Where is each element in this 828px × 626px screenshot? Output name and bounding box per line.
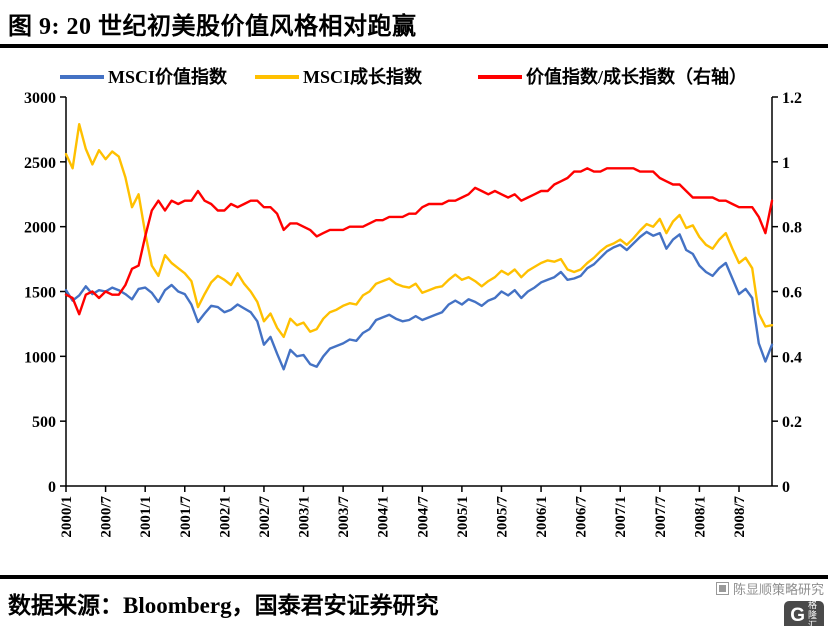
x-axis-tick-label: 2004/7: [415, 496, 431, 538]
right-axis-tick-label: 1.2: [782, 90, 802, 107]
msci-growth-index-line: [64, 122, 774, 339]
right-axis-tick-label: 0.4: [782, 349, 802, 366]
x-axis-tick-label: 2005/7: [494, 496, 510, 538]
x-axis-tick-label: 2002/1: [217, 496, 233, 538]
legend-label-value-growth-ratio: 价值指数/成长指数（右轴）: [526, 66, 747, 87]
watermark-text: 陈显顺策略研究: [732, 582, 824, 597]
left-axis-tick-label: 1500: [24, 285, 56, 302]
right-axis: 1.2 1 0.8 0.6 0.4 0.2 0: [772, 90, 802, 496]
left-axis-tick-label: 2500: [24, 155, 56, 172]
legend-label-msci-growth-index: MSCI成长指数: [303, 66, 423, 87]
right-axis-tick-label: 0: [782, 479, 790, 496]
value-growth-ratio-line: [64, 167, 774, 316]
legend: MSCI价值指数 MSCI成长指数 价值指数/成长指数（右轴）: [60, 66, 747, 87]
x-axis-tick-label: 2003/7: [336, 496, 352, 538]
x-axis-tick-label: 2002/7: [257, 496, 273, 538]
watermark-icon: [715, 582, 729, 595]
data-source-text: 数据来源：Bloomberg，国泰君安证券研究: [8, 593, 439, 618]
x-axis-tick-label: 2001/7: [178, 496, 194, 538]
right-axis-tick-label: 0.6: [782, 285, 802, 302]
logo-text: 格隆汇: [808, 600, 818, 626]
x-axis-tick-label: 2008/1: [692, 496, 708, 538]
figure-title: 图 9: 20 世纪初美股价值风格相对跑赢: [8, 14, 417, 40]
line-chart: MSCI价值指数 MSCI成长指数 价值指数/成长指数（右轴） 3000 2500 200…: [24, 66, 802, 538]
legend-item-msci-growth-index: MSCI成长指数: [255, 66, 423, 87]
left-axis-tick-label: 1000: [24, 349, 56, 366]
left-axis: 3000 2500 2000 1500 1000 500 0: [24, 90, 66, 496]
branding-block: 陈显顺策略研究 G 格隆汇: [715, 579, 824, 626]
gelonghui-logo: G 格隆汇: [784, 600, 824, 626]
watermark: 陈显顺策略研究: [715, 579, 824, 598]
x-axis-tick-label: 2000/1: [59, 496, 75, 538]
legend-item-msci-value-index: MSCI价值指数: [60, 66, 228, 87]
x-axis-tick-label: 2004/1: [376, 496, 392, 538]
x-axis-tick-label: 2001/1: [138, 496, 154, 538]
x-axis-tick-label: 2006/1: [534, 496, 550, 538]
legend-label-msci-value-index: MSCI价值指数: [108, 66, 228, 87]
left-axis-tick-label: 2000: [24, 220, 56, 237]
x-axis-tick-label: 2005/1: [455, 496, 471, 538]
left-axis-tick-label: 500: [32, 414, 56, 431]
left-axis-tick-label: 0: [48, 479, 56, 496]
x-axis-tick-label: 2003/1: [297, 496, 313, 538]
x-axis: 2000/1 2000/7 2001/1 2001/7 2002/1 2002/7 2003…: [59, 486, 748, 538]
logo-letter: G: [790, 605, 805, 626]
footer-divider: [0, 575, 828, 579]
axes: [65, 97, 773, 487]
watermark-icon-dot: [718, 585, 726, 592]
right-axis-tick-label: 0.2: [782, 414, 802, 431]
x-axis-tick-label: 2008/7: [732, 496, 748, 538]
msci-value-index-line: [64, 230, 774, 371]
left-axis-tick-label: 3000: [24, 90, 56, 107]
right-axis-tick-label: 0.8: [782, 220, 802, 237]
right-axis-tick-label: 1: [782, 155, 790, 172]
x-axis-tick-label: 2006/7: [574, 496, 590, 538]
x-axis-tick-label: 2007/7: [653, 496, 669, 538]
x-axis-tick-label: 2000/7: [99, 496, 115, 538]
x-axis-tick-label: 2007/1: [613, 496, 629, 538]
legend-item-value-growth-ratio: 价值指数/成长指数（右轴）: [478, 66, 747, 87]
title-divider: [0, 44, 828, 48]
